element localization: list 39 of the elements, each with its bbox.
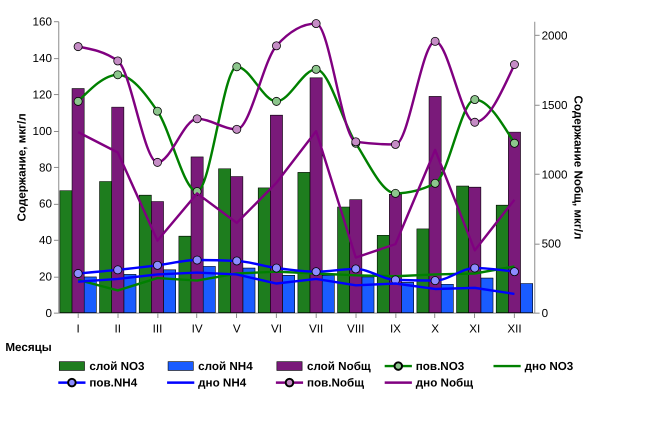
y-tick-label: 40 bbox=[39, 234, 52, 248]
y-tick-label: 0 bbox=[45, 307, 52, 320]
y-tick-label: 80 bbox=[39, 161, 52, 174]
x-tick-label: III bbox=[152, 322, 162, 336]
legend-label: дно NH4 bbox=[198, 376, 247, 390]
y-tick-label: 160 bbox=[32, 16, 52, 29]
line-series bbox=[76, 130, 516, 259]
y-tick-label: 20 bbox=[39, 270, 52, 284]
x-tick-label: VII bbox=[309, 322, 324, 336]
legend-label: слой NH4 bbox=[198, 360, 254, 373]
legend-label: пов.NO3 bbox=[416, 360, 465, 373]
legend-label: дно NO3 bbox=[524, 360, 574, 373]
legend-label: пов.Nобщ bbox=[306, 376, 364, 390]
y-tick-label: 140 bbox=[32, 52, 52, 66]
x-tick-label: I bbox=[76, 322, 80, 336]
x-tick-label: XI bbox=[469, 322, 480, 336]
legend-label: слой Nобщ bbox=[306, 360, 371, 373]
y2-tick-label: 1000 bbox=[542, 168, 568, 182]
y2-tick-label: 2000 bbox=[542, 29, 568, 42]
x-tick-label: II bbox=[114, 322, 122, 336]
legend-label: слой NO3 bbox=[89, 360, 146, 373]
x-axis-title: Месяцы bbox=[5, 341, 52, 354]
legend-label: дно Nобщ bbox=[416, 376, 474, 390]
y2-tick-label: 500 bbox=[542, 238, 562, 251]
y-tick-label: 120 bbox=[32, 88, 52, 102]
x-tick-label: V bbox=[232, 322, 241, 336]
y-tick-label: 60 bbox=[39, 198, 52, 211]
y2-tick-label: 1500 bbox=[542, 98, 568, 112]
x-tick-label: VIII bbox=[347, 322, 365, 336]
y-axis-title: Содержание, мкг/л bbox=[16, 113, 29, 222]
y2-tick-label: 0 bbox=[542, 307, 549, 320]
legend-label: пов.NH4 bbox=[89, 376, 138, 390]
x-tick-label: XII bbox=[507, 322, 522, 336]
y2-axis-title: Содержание Nобщ, мкг/л bbox=[571, 95, 584, 240]
x-tick-label: IV bbox=[192, 322, 203, 336]
x-tick-label: VI bbox=[270, 322, 282, 336]
x-tick-label: IX bbox=[390, 322, 402, 336]
y-tick-label: 100 bbox=[32, 124, 52, 138]
x-tick-label: X bbox=[431, 322, 440, 336]
